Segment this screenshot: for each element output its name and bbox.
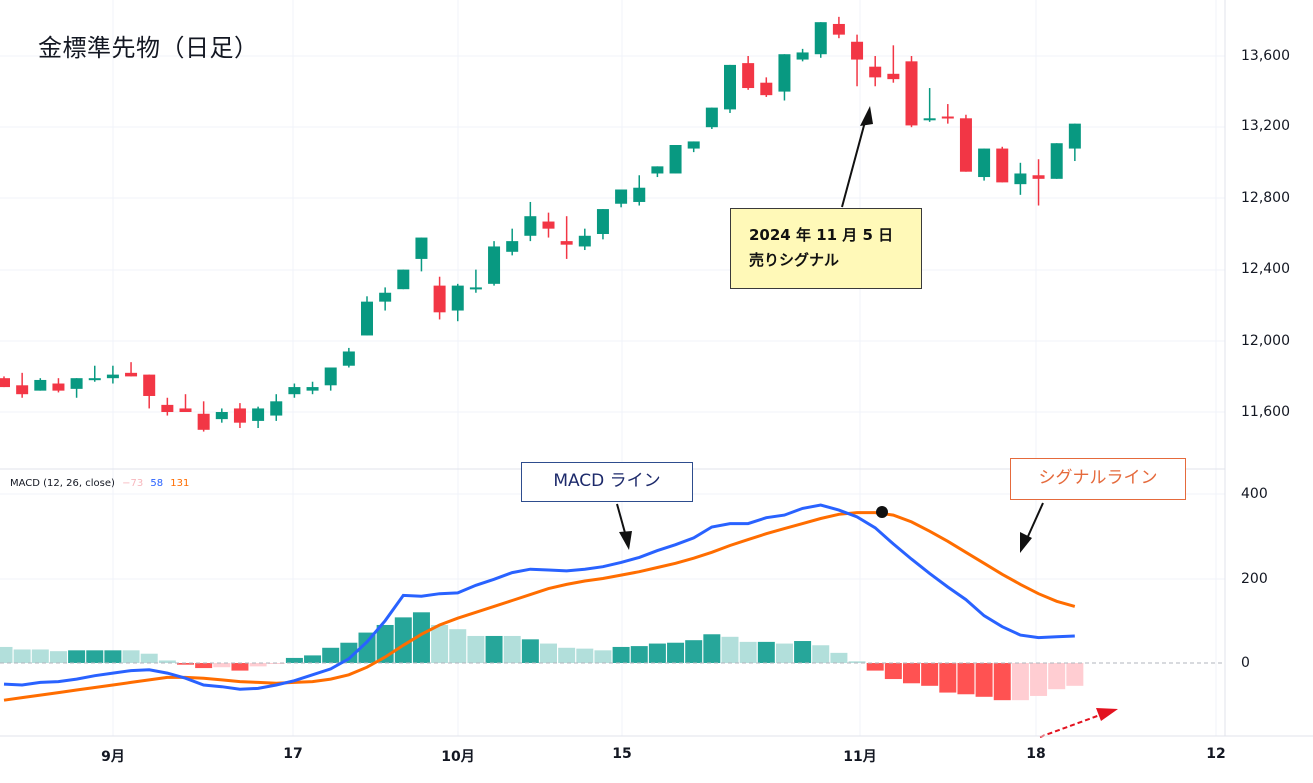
chart-title: 金標準先物（日足） xyxy=(38,34,259,62)
time-tick: 11月 xyxy=(843,749,877,765)
price-tick: 11,600 xyxy=(1241,404,1290,420)
trend-up-arrow xyxy=(1039,708,1118,738)
price-tick: 12,400 xyxy=(1241,261,1290,277)
time-tick: 12 xyxy=(1206,746,1226,762)
sell-signal-callout: 2024 年 11 月 5 日 売りシグナル xyxy=(730,208,922,289)
macd-tick: 200 xyxy=(1241,571,1268,587)
time-tick: 18 xyxy=(1026,746,1046,762)
signal-line-arrow xyxy=(1020,502,1044,553)
macd-tick: 400 xyxy=(1241,486,1268,502)
macd-value: 58 xyxy=(150,478,164,489)
price-tick: 12,800 xyxy=(1241,190,1290,206)
signal-line-callout: シグナルライン xyxy=(1010,458,1186,500)
macd-legend[interactable]: MACD (12, 26, close) −73 58 131 xyxy=(10,478,193,489)
time-tick: 10月 xyxy=(441,749,475,765)
crossover-dot xyxy=(876,506,888,518)
macd-tick: 0 xyxy=(1241,655,1250,671)
histogram-value: −73 xyxy=(122,478,144,489)
price-tick: 12,000 xyxy=(1241,333,1290,349)
signal-value: 131 xyxy=(170,478,190,489)
sell-signal-text: 売りシグナル xyxy=(749,251,840,269)
sell-signal-date: 2024 年 11 月 5 日 xyxy=(749,226,894,244)
sell-signal-arrow xyxy=(841,106,873,208)
macd-line-arrow xyxy=(616,503,632,550)
price-tick: 13,600 xyxy=(1241,48,1290,64)
time-tick: 9月 xyxy=(101,749,125,765)
time-tick: 15 xyxy=(612,746,632,762)
candlestick-series xyxy=(0,16,1081,432)
macd-line-callout: MACD ライン xyxy=(521,462,693,502)
price-tick: 13,200 xyxy=(1241,118,1290,134)
grid-lines xyxy=(0,0,1225,736)
macd-line xyxy=(3,503,1075,691)
macd-legend-label: MACD (12, 26, close) xyxy=(10,478,115,489)
time-tick: 17 xyxy=(283,746,303,762)
macd-histogram xyxy=(0,612,1084,701)
